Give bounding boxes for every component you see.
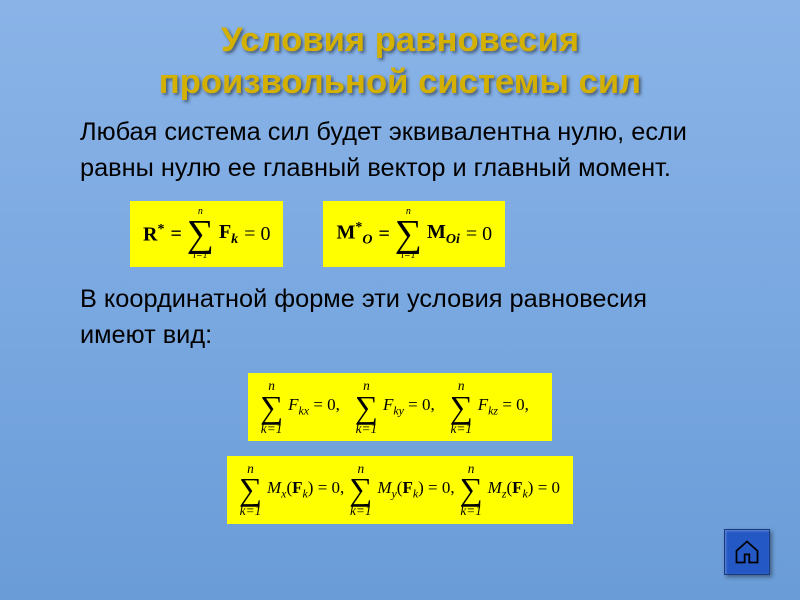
p1-line2: равны нулю ее главный вектор и главный м… bbox=[80, 151, 740, 186]
sigma-icon: n∑k=1 bbox=[450, 379, 473, 435]
home-button[interactable] bbox=[724, 529, 770, 575]
sigma-icon: n∑k=1 bbox=[239, 462, 262, 518]
title-line-1: Условия равновесия bbox=[0, 20, 800, 62]
equation-row-2: n∑k=1Fkx = 0,n∑k=1Fky = 0,n∑k=1Fkz = 0, bbox=[0, 373, 800, 441]
p1-line1: Любая система сил будет эквивалентна нул… bbox=[80, 115, 740, 150]
equation-row-1: R* = n ∑ i=1 Fk = 0 M*O = n ∑ i=1 MOi = … bbox=[130, 201, 800, 267]
paragraph-1: Любая система сил будет эквивалентна нул… bbox=[80, 115, 740, 186]
p2-line2: имеют вид: bbox=[80, 318, 740, 353]
sigma-icon: n ∑ i=1 bbox=[395, 207, 422, 261]
title-line-2: произвольной системы сил bbox=[0, 62, 800, 104]
p2-line1: В координатной форме эти условия равнове… bbox=[80, 282, 740, 317]
sigma-icon: n∑k=1 bbox=[349, 462, 372, 518]
sigma-icon: n∑k=1 bbox=[355, 379, 378, 435]
sigma-icon: n∑k=1 bbox=[260, 379, 283, 435]
sigma-icon: n ∑ i=1 bbox=[187, 207, 214, 261]
paragraph-2: В координатной форме эти условия равнове… bbox=[80, 282, 740, 353]
equation-row-3: n∑k=1Mx(Fk) = 0,n∑k=1My(Fk) = 0,n∑k=1Mz(… bbox=[0, 456, 800, 524]
home-icon bbox=[733, 538, 761, 566]
equation-r: R* = n ∑ i=1 Fk = 0 bbox=[130, 201, 283, 267]
sigma-icon: n∑k=1 bbox=[460, 462, 483, 518]
equation-forces: n∑k=1Fkx = 0,n∑k=1Fky = 0,n∑k=1Fkz = 0, bbox=[248, 373, 552, 441]
equation-moments: n∑k=1Mx(Fk) = 0,n∑k=1My(Fk) = 0,n∑k=1Mz(… bbox=[227, 456, 573, 524]
equation-m: M*O = n ∑ i=1 MOi = 0 bbox=[323, 201, 505, 267]
slide-title: Условия равновесия произвольной системы … bbox=[0, 0, 800, 103]
